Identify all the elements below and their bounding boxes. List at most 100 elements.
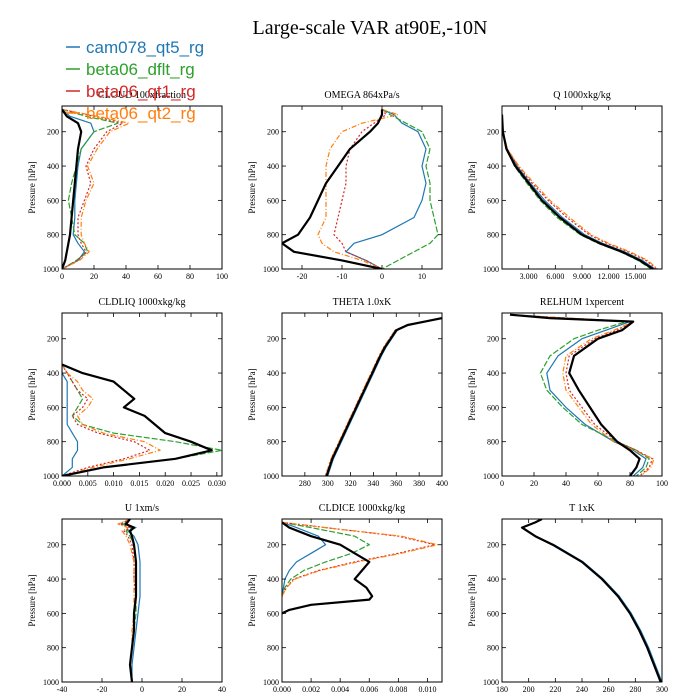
y-tick-label: 200 bbox=[47, 335, 59, 344]
series-line-dflt bbox=[521, 519, 662, 682]
series-line-qt2 bbox=[282, 521, 439, 597]
series-line-qt2 bbox=[324, 317, 442, 476]
series-line-dflt bbox=[326, 317, 442, 476]
series-line-cam078 bbox=[123, 519, 141, 682]
x-tick-label: 0.015 bbox=[130, 479, 148, 488]
series-line-obs bbox=[520, 519, 662, 682]
x-tick-label: 100 bbox=[656, 479, 668, 488]
y-tick-label: 200 bbox=[267, 541, 279, 550]
y-tick-label: 200 bbox=[47, 541, 59, 550]
y-tick-label: 1000 bbox=[43, 265, 59, 274]
x-tick-label: 15.000 bbox=[624, 272, 646, 281]
y-tick-label: 400 bbox=[47, 575, 59, 584]
series-line-obs bbox=[325, 317, 442, 476]
series-line-dflt bbox=[381, 108, 439, 269]
plot-frame bbox=[61, 312, 223, 477]
y-tick-label: 1000 bbox=[483, 472, 499, 481]
panel-7: 0.000 0.002 0.004 0.006 0.008 0.010 200 400 600 8… bbox=[247, 503, 443, 694]
series-line-qt2 bbox=[522, 519, 662, 682]
series-line-qt2 bbox=[62, 108, 130, 269]
y-tick-label: 400 bbox=[487, 369, 499, 378]
series-group bbox=[62, 108, 130, 269]
panel-6: -40 -20 0 20 40 200 400 600 800 1000 U 1xm/s Pressu… bbox=[27, 503, 226, 694]
plot-frame bbox=[501, 312, 663, 477]
series-line-cam078 bbox=[521, 519, 662, 682]
x-tick-label: 280 bbox=[299, 479, 311, 488]
panel-title: RELHUM 1xpercent bbox=[540, 297, 624, 308]
y-tick-label: 800 bbox=[267, 438, 279, 447]
series-line-qt2 bbox=[502, 114, 658, 269]
y-axis-label: Pressure [hPa] bbox=[27, 574, 37, 626]
y-tick-label: 800 bbox=[47, 438, 59, 447]
x-tick-label: 40 bbox=[122, 272, 130, 281]
y-tick-label: 800 bbox=[487, 644, 499, 653]
x-tick-label: 60 bbox=[594, 479, 602, 488]
series-line-qt1 bbox=[62, 108, 124, 269]
y-tick-label: 600 bbox=[487, 609, 499, 618]
y-tick-label: 400 bbox=[47, 369, 59, 378]
y-tick-label: 400 bbox=[267, 575, 279, 584]
panel-2: 3.000 6.000 9.000 12.000 15.000 200 400 600 800 1… bbox=[467, 90, 663, 281]
y-axis-label: Pressure [hPa] bbox=[247, 574, 257, 626]
x-tick-label: 400 bbox=[436, 479, 448, 488]
panel-5: 0 20 40 60 80 100 200 400 600 800 1000 RELHUM 1xper… bbox=[467, 297, 668, 488]
x-tick-label: -20 bbox=[97, 685, 108, 694]
series-line-qt1 bbox=[324, 317, 442, 476]
y-axis-label: Pressure [hPa] bbox=[247, 368, 257, 420]
legend-label: beta06_qt1_rg bbox=[86, 82, 196, 101]
x-tick-label: 300 bbox=[656, 685, 668, 694]
x-tick-label: 360 bbox=[390, 479, 402, 488]
x-tick-label: 12.000 bbox=[598, 272, 620, 281]
series-line-qt2 bbox=[317, 108, 399, 269]
x-tick-label: 0 bbox=[60, 272, 64, 281]
x-tick-label: 380 bbox=[413, 479, 425, 488]
series-group bbox=[117, 519, 141, 682]
legend-label: cam078_qt5_rg bbox=[86, 38, 204, 57]
y-tick-label: 1000 bbox=[263, 678, 279, 687]
series-line-cam078 bbox=[502, 114, 656, 269]
series-group bbox=[282, 108, 439, 269]
y-tick-label: 800 bbox=[267, 644, 279, 653]
x-tick-label: 0.010 bbox=[418, 685, 436, 694]
y-tick-label: 800 bbox=[47, 644, 59, 653]
y-axis-label: Pressure [hPa] bbox=[27, 161, 37, 213]
x-tick-label: 220 bbox=[549, 685, 561, 694]
x-tick-label: 240 bbox=[576, 685, 588, 694]
panel-title: Q 1000xkg/kg bbox=[553, 90, 611, 101]
y-tick-label: 400 bbox=[267, 162, 279, 171]
y-tick-label: 400 bbox=[487, 162, 499, 171]
x-tick-label: 40 bbox=[562, 479, 570, 488]
x-tick-label: 6.000 bbox=[546, 272, 564, 281]
y-tick-label: 200 bbox=[47, 128, 59, 137]
y-tick-label: 600 bbox=[267, 403, 279, 412]
panel-title: CLDICE 1000xkg/kg bbox=[319, 503, 405, 514]
series-line-dflt bbox=[282, 521, 370, 597]
x-tick-label: 320 bbox=[345, 479, 357, 488]
series-group bbox=[282, 521, 439, 615]
x-tick-label: 0.030 bbox=[208, 479, 226, 488]
y-tick-label: 200 bbox=[267, 335, 279, 344]
series-line-obs bbox=[124, 519, 138, 682]
x-tick-label: 340 bbox=[367, 479, 379, 488]
x-tick-label: 0.020 bbox=[156, 479, 174, 488]
series-line-obs bbox=[502, 114, 654, 269]
y-tick-label: 1000 bbox=[483, 678, 499, 687]
y-tick-label: 1000 bbox=[43, 678, 59, 687]
x-tick-label: 180 bbox=[496, 685, 508, 694]
y-tick-label: 800 bbox=[47, 231, 59, 240]
series-line-cam078 bbox=[345, 108, 427, 269]
series-group bbox=[520, 519, 662, 682]
series-line-cam078 bbox=[509, 314, 647, 476]
y-tick-label: 200 bbox=[487, 541, 499, 550]
x-tick-label: -40 bbox=[57, 685, 68, 694]
y-axis-label: Pressure [hPa] bbox=[467, 161, 477, 213]
x-tick-label: 0 bbox=[500, 479, 504, 488]
y-tick-label: 1000 bbox=[263, 472, 279, 481]
y-tick-label: 400 bbox=[47, 162, 59, 171]
plot-frame bbox=[61, 105, 223, 270]
x-tick-label: -10 bbox=[337, 272, 348, 281]
panel-3: 0.000 0.005 0.010 0.015 0.020 0.025 0.030 200 40… bbox=[27, 297, 226, 488]
series-line-qt2 bbox=[509, 314, 655, 476]
plot-frame bbox=[281, 312, 443, 477]
